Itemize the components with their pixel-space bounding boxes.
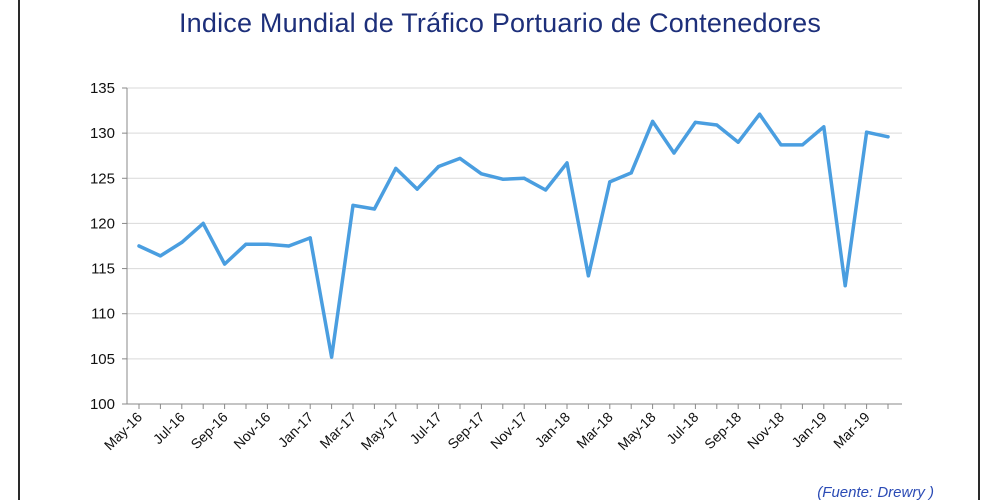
data-point xyxy=(672,151,676,155)
y-tick-label: 115 xyxy=(91,261,115,278)
y-tick-label: 120 xyxy=(90,215,115,232)
data-point xyxy=(201,221,205,226)
x-axis: May-16 Jul-16 Sep-16 Nov-16 Jan-17 Mar-17May-… xyxy=(101,403,902,453)
x-tick-label: Jul-16 xyxy=(150,409,188,447)
y-tick-label: 100 xyxy=(90,396,115,413)
x-tick-label: May-16 xyxy=(101,409,145,453)
chart-title: Indice Mundial de Tráfico Portuario de C… xyxy=(178,8,822,38)
x-tick-label: Mar-19 xyxy=(830,409,873,452)
data-point xyxy=(180,240,184,244)
x-tick-label: Mar-18 xyxy=(573,409,616,452)
data-point xyxy=(651,119,655,124)
x-tick-label: Nov-17 xyxy=(487,409,530,452)
data-point xyxy=(586,274,591,278)
data-point xyxy=(223,262,227,266)
data-point xyxy=(394,166,398,170)
data-point xyxy=(330,355,334,359)
data-point xyxy=(351,203,355,207)
x-tick-label: Sep-17 xyxy=(444,409,487,452)
data-point xyxy=(736,140,740,144)
chart-frame xyxy=(18,0,980,500)
data-point xyxy=(865,130,869,134)
x-tick-label: May-17 xyxy=(358,409,402,453)
y-axis: 100 105 110 115 120 125 130 135 xyxy=(90,80,128,413)
source-note: (Fuente: Drewry ) xyxy=(817,484,934,501)
y-tick-label: 135 xyxy=(90,80,115,97)
x-tick-label: Sep-16 xyxy=(187,409,230,452)
data-point xyxy=(822,125,826,129)
data-point xyxy=(372,207,376,211)
y-tick-label: 110 xyxy=(91,306,115,323)
data-point xyxy=(608,180,612,184)
x-tick-label: Nov-18 xyxy=(744,409,787,452)
data-point xyxy=(437,164,441,169)
data-point xyxy=(308,236,312,240)
x-tick-label: Jul-17 xyxy=(406,409,444,447)
data-point xyxy=(158,254,162,258)
x-tick-label: Jan-18 xyxy=(532,409,574,451)
data-point xyxy=(779,143,783,147)
data-point xyxy=(244,242,248,246)
data-point xyxy=(415,187,419,191)
data-point xyxy=(265,242,269,246)
data-point xyxy=(693,120,698,124)
data-point xyxy=(715,123,719,127)
data-point xyxy=(479,172,483,176)
data-point xyxy=(458,156,462,161)
y-tick-label: 105 xyxy=(90,351,115,368)
data-point xyxy=(522,176,526,180)
data-point xyxy=(137,244,141,248)
data-point xyxy=(758,112,762,116)
data-point xyxy=(886,135,890,139)
y-tick-label: 125 xyxy=(90,170,115,187)
series-layer xyxy=(137,112,890,359)
x-tick-label: Jul-18 xyxy=(663,409,701,447)
data-point xyxy=(565,161,569,165)
data-point xyxy=(501,177,505,181)
x-tick-label: Sep-18 xyxy=(701,409,744,452)
x-tick-label: Mar-17 xyxy=(316,409,359,452)
x-tick-label: Jan-19 xyxy=(788,409,830,451)
data-point xyxy=(800,143,805,147)
data-point xyxy=(544,188,548,192)
x-tick-label: Jan-17 xyxy=(275,409,317,451)
series-line xyxy=(137,112,890,359)
x-tick-label: May-18 xyxy=(614,409,658,453)
x-tick-label: Nov-16 xyxy=(230,409,273,452)
y-tick-label: 130 xyxy=(90,125,115,142)
data-point xyxy=(629,171,633,175)
gridlines xyxy=(127,87,902,360)
data-point xyxy=(843,284,847,288)
data-point xyxy=(287,244,291,248)
